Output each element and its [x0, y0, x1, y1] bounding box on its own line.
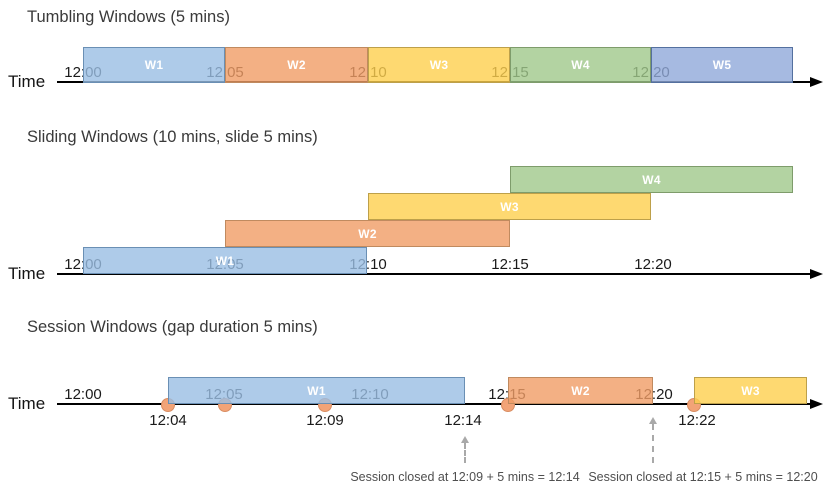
event-time-label: 12:22: [678, 412, 716, 429]
time-axis-label: Time: [8, 264, 46, 283]
session-close-arrow: [652, 424, 654, 463]
window-w3: [368, 47, 510, 83]
window-label: W1: [215, 253, 235, 268]
window-w3: [694, 377, 807, 404]
window-label: W3: [500, 199, 519, 214]
window-w2: [508, 377, 653, 404]
window-label: W2: [358, 226, 377, 241]
timeline-arrowhead: [810, 398, 823, 409]
session-close-note: Session closed at 12:09 + 5 mins = 12:14: [350, 470, 580, 484]
event-time-label: 12:09: [306, 412, 344, 429]
window-label: W2: [287, 58, 306, 72]
window-w3: [368, 193, 651, 220]
window-w1: [168, 377, 465, 404]
event-time-label: 12:04: [149, 412, 187, 429]
timeline: [57, 273, 810, 275]
event-time-label: 12:14: [444, 412, 482, 429]
window-label: W1: [307, 383, 326, 398]
tick-label: 12:00: [64, 386, 102, 403]
window-label: W3: [741, 383, 760, 398]
window-w2: [225, 220, 510, 247]
tick-label: 12:20: [634, 256, 672, 273]
window-w1: [83, 47, 225, 83]
window-w2: [225, 47, 368, 83]
timeline-arrowhead: [810, 76, 823, 87]
window-label: W4: [642, 172, 661, 187]
window-w4: [510, 47, 651, 83]
section-title-session: Session Windows (gap duration 5 mins): [27, 318, 318, 336]
tick-label: 12:15: [491, 256, 529, 273]
session-close-arrow: [464, 443, 466, 463]
window-label: W5: [712, 58, 732, 72]
window-w5: [651, 47, 793, 83]
timeline: [57, 403, 810, 405]
time-axis-label: Time: [8, 394, 46, 413]
window-label: W1: [144, 58, 164, 72]
window-w1: [83, 247, 367, 274]
window-label: W4: [571, 58, 590, 72]
section-title-sliding: Sliding Windows (10 mins, slide 5 mins): [27, 128, 318, 146]
session-close-arrowhead: [648, 417, 657, 424]
section-title-tumbling: Tumbling Windows (5 mins): [27, 8, 230, 26]
session-close-note: Session closed at 12:15 + 5 mins = 12:20: [588, 470, 818, 484]
time-axis-label: Time: [8, 72, 46, 91]
session-close-arrowhead: [460, 436, 469, 443]
window-label: W3: [429, 58, 449, 72]
window-label: W2: [571, 383, 590, 398]
window-w4: [510, 166, 793, 193]
timeline-arrowhead: [810, 268, 823, 279]
